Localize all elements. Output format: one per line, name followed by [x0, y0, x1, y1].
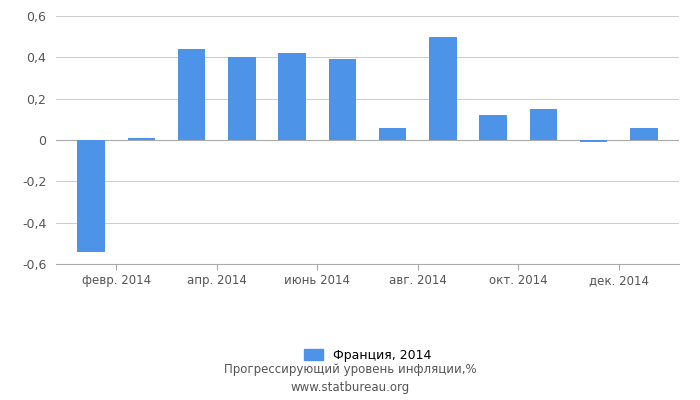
- Bar: [480, 115, 507, 140]
- Text: Прогрессирующий уровень инфляции,%: Прогрессирующий уровень инфляции,%: [224, 364, 476, 376]
- Text: www.statbureau.org: www.statbureau.org: [290, 382, 410, 394]
- Bar: [228, 57, 256, 140]
- Bar: [379, 128, 407, 140]
- Bar: [127, 138, 155, 140]
- Bar: [429, 37, 456, 140]
- Legend: Франция, 2014: Франция, 2014: [299, 344, 436, 367]
- Bar: [78, 140, 105, 252]
- Bar: [630, 128, 657, 140]
- Bar: [580, 140, 608, 142]
- Bar: [328, 59, 356, 140]
- Bar: [279, 53, 306, 140]
- Bar: [529, 109, 557, 140]
- Bar: [178, 49, 206, 140]
